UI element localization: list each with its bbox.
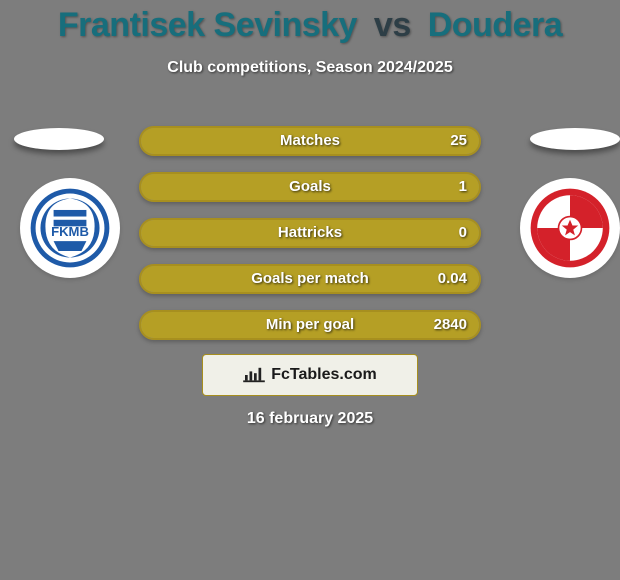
comparison-body: FKMB Matches25 Goals1 Hattricks0 Goals per … bbox=[0, 122, 620, 356]
svg-text:FKMB: FKMB bbox=[51, 224, 89, 239]
stat-label: Goals per match bbox=[141, 266, 479, 292]
stat-row: Goals per match0.04 bbox=[139, 264, 481, 294]
crest-right bbox=[520, 178, 620, 278]
fkmb-crest-icon: FKMB bbox=[29, 187, 111, 269]
stat-value: 0 bbox=[459, 220, 467, 246]
shadow-left bbox=[14, 128, 104, 150]
title-player2: Doudera bbox=[428, 6, 562, 44]
stat-row: Min per goal2840 bbox=[139, 310, 481, 340]
crest-left: FKMB bbox=[20, 178, 120, 278]
comparison-card: Frantisek Sevinsky vs Doudera Club compe… bbox=[0, 0, 620, 580]
stat-value: 0.04 bbox=[438, 266, 467, 292]
title-vs: vs bbox=[374, 6, 411, 44]
page-title: Frantisek Sevinsky vs Doudera bbox=[0, 0, 620, 45]
stat-value: 1 bbox=[459, 174, 467, 200]
shadow-right bbox=[530, 128, 620, 150]
stat-value: 2840 bbox=[434, 312, 467, 338]
date-text: 16 february 2025 bbox=[0, 410, 620, 428]
stat-label: Goals bbox=[141, 174, 479, 200]
stat-row: Goals1 bbox=[139, 172, 481, 202]
stat-rows: Matches25 Goals1 Hattricks0 Goals per match… bbox=[139, 122, 481, 340]
stat-row: Matches25 bbox=[139, 126, 481, 156]
subtitle: Club competitions, Season 2024/2025 bbox=[0, 59, 620, 77]
stat-label: Hattricks bbox=[141, 220, 479, 246]
title-player1: Frantisek Sevinsky bbox=[58, 6, 357, 44]
stat-value: 25 bbox=[450, 128, 467, 154]
stat-label: Min per goal bbox=[141, 312, 479, 338]
credit-text: FcTables.com bbox=[271, 366, 377, 384]
slavia-crest-icon bbox=[529, 187, 611, 269]
chart-icon bbox=[243, 366, 265, 384]
stat-label: Matches bbox=[141, 128, 479, 154]
stat-row: Hattricks0 bbox=[139, 218, 481, 248]
credit-badge: FcTables.com bbox=[202, 354, 418, 396]
